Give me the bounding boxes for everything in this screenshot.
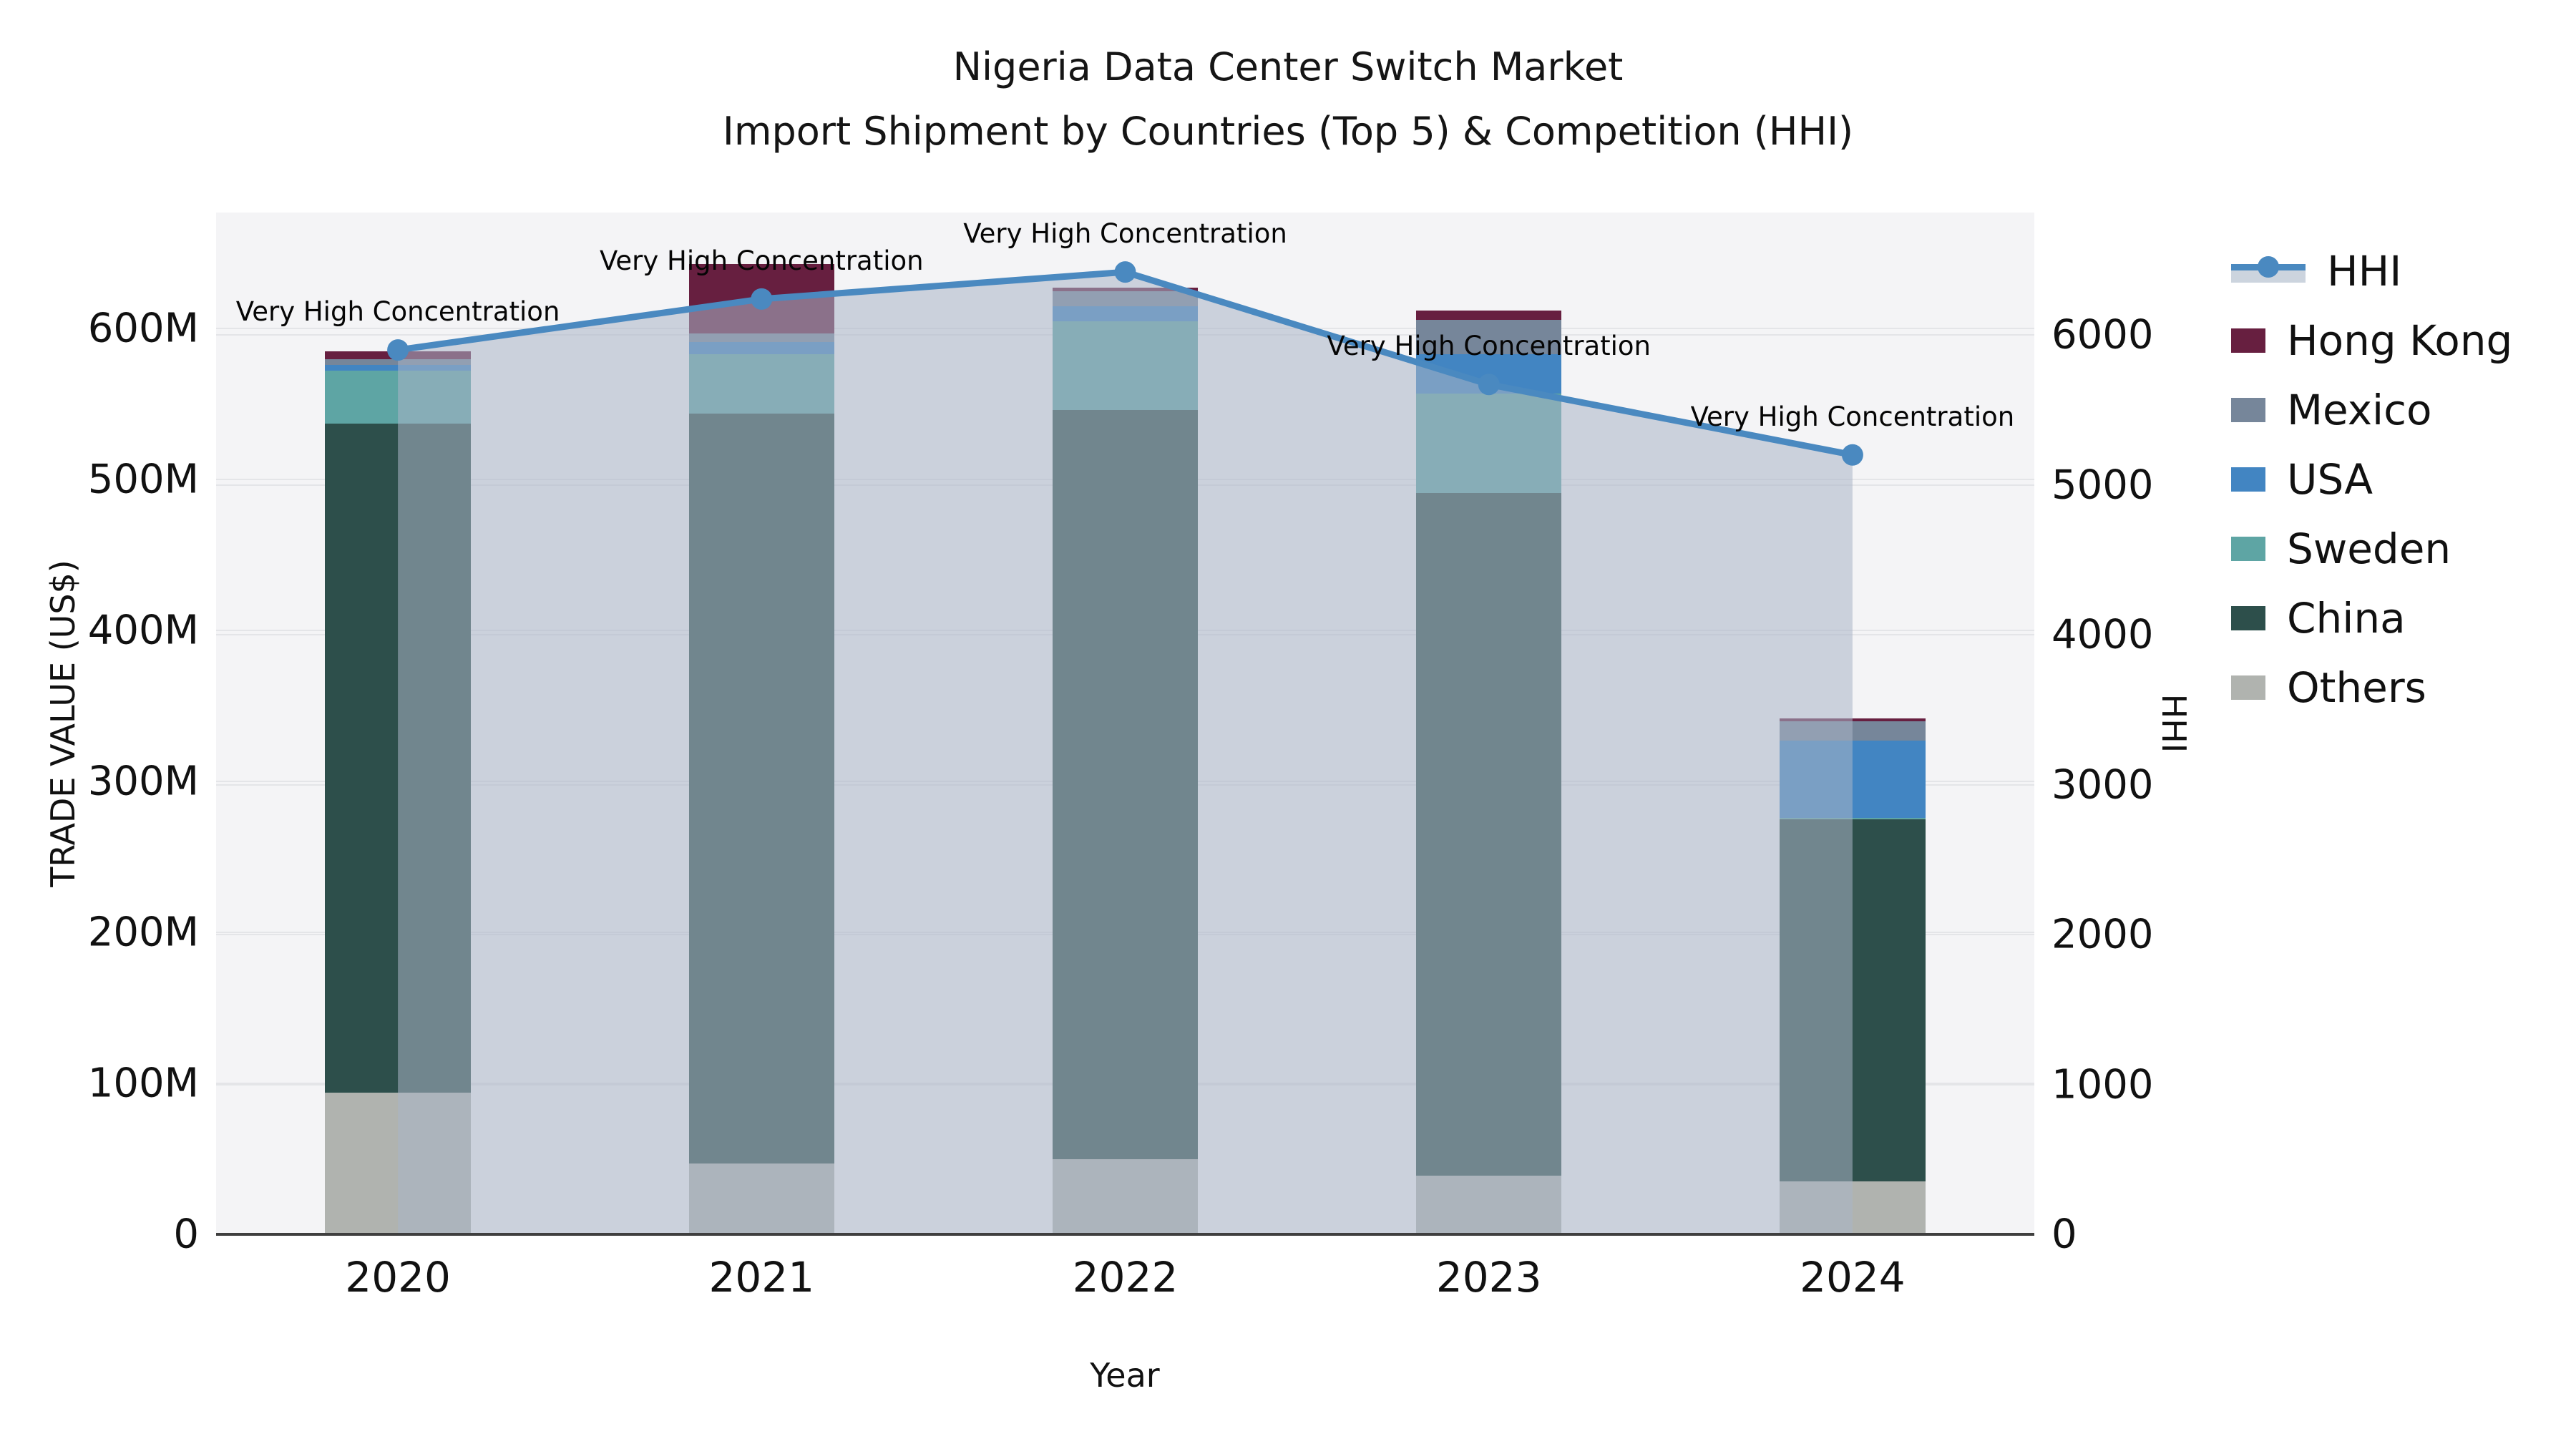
y-tick-label-right: 3000 [2051, 761, 2154, 809]
legend-label: HHI [2327, 246, 2402, 296]
x-tick-label: 2021 [708, 1253, 815, 1302]
annotation-2020: Very High Concentration [235, 296, 560, 328]
x-tick-label: 2023 [1435, 1253, 1542, 1302]
hhi-area-fill [398, 272, 1853, 1234]
hhi-marker-2024 [1841, 444, 1863, 466]
y-tick-label-left: 300M [87, 758, 199, 805]
x-axis-label: Year [1090, 1356, 1160, 1395]
legend-item-china: China [2231, 583, 2512, 653]
legend-item-sweden: Sweden [2231, 514, 2512, 583]
legend-item-mexico: Mexico [2231, 375, 2512, 444]
chart-title-line1: Nigeria Data Center Switch Market [952, 44, 1624, 89]
y-tick-label-right: 1000 [2051, 1061, 2154, 1108]
y-axis-label-left: TRADE VALUE (US$) [44, 560, 82, 887]
legend-swatch [2231, 675, 2265, 700]
hhi-marker-2022 [1114, 261, 1136, 283]
y-tick-label-left: 100M [87, 1060, 199, 1107]
legend-label: USA [2287, 454, 2373, 504]
legend-swatch [2231, 536, 2265, 561]
legend-swatch [2231, 328, 2265, 353]
y-tick-label-right: 2000 [2051, 911, 2154, 958]
y-tick-label-right: 4000 [2051, 611, 2154, 658]
legend-label: Sweden [2287, 524, 2451, 573]
legend-label: Hong Kong [2287, 316, 2513, 365]
legend-item-others: Others [2231, 653, 2512, 722]
legend-item-hong-kong: Hong Kong [2231, 306, 2512, 375]
legend-swatch [2231, 467, 2265, 492]
y-tick-label-right: 0 [2051, 1211, 2077, 1258]
y-tick-label-left: 600M [87, 305, 199, 352]
hhi-marker-2023 [1478, 374, 1500, 396]
x-tick-label: 2022 [1072, 1253, 1179, 1302]
hhi-marker-2021 [751, 288, 773, 310]
bar-segment-hong-kong-2023 [1416, 311, 1562, 320]
annotation-2022: Very High Concentration [963, 218, 1287, 250]
y-tick-label-right: 6000 [2051, 311, 2154, 358]
x-tick-label: 2020 [345, 1253, 451, 1302]
x-tick-label: 2024 [1800, 1253, 1906, 1302]
y-tick-label-left: 500M [87, 456, 199, 503]
chart-title-line2: Import Shipment by Countries (Top 5) & C… [722, 109, 1854, 154]
hhi-marker-2020 [387, 339, 409, 361]
legend-item-usa: USA [2231, 444, 2512, 514]
legend-label: Mexico [2287, 385, 2432, 434]
y-tick-label-right: 5000 [2051, 462, 2154, 509]
y-tick-label-left: 0 [173, 1211, 199, 1258]
legend-swatch [2231, 605, 2265, 630]
annotation-2024: Very High Concentration [1690, 401, 2015, 432]
legend-swatch [2231, 397, 2265, 422]
legend: HHI Hong Kong Mexico USA Sweden China Others [2231, 236, 2512, 722]
bar-segment-mexico-2020 [325, 358, 471, 366]
annotation-2021: Very High Concentration [599, 245, 924, 276]
legend-label: China [2287, 593, 2406, 643]
legend-label: Others [2287, 663, 2426, 712]
bar-segment-mexico-2023 [1416, 319, 1562, 355]
y-axis-label-right: HHI [2155, 693, 2193, 753]
x-axis-line [216, 1233, 2034, 1236]
bar-segment-usa-2020 [325, 365, 471, 371]
annotation-2023: Very High Concentration [1327, 331, 1651, 362]
y-tick-label-left: 200M [87, 909, 199, 956]
y-tick-label-left: 400M [87, 607, 199, 654]
legend-item-hhi: HHI [2231, 236, 2512, 306]
legend-hhi-line-icon [2231, 255, 2306, 283]
